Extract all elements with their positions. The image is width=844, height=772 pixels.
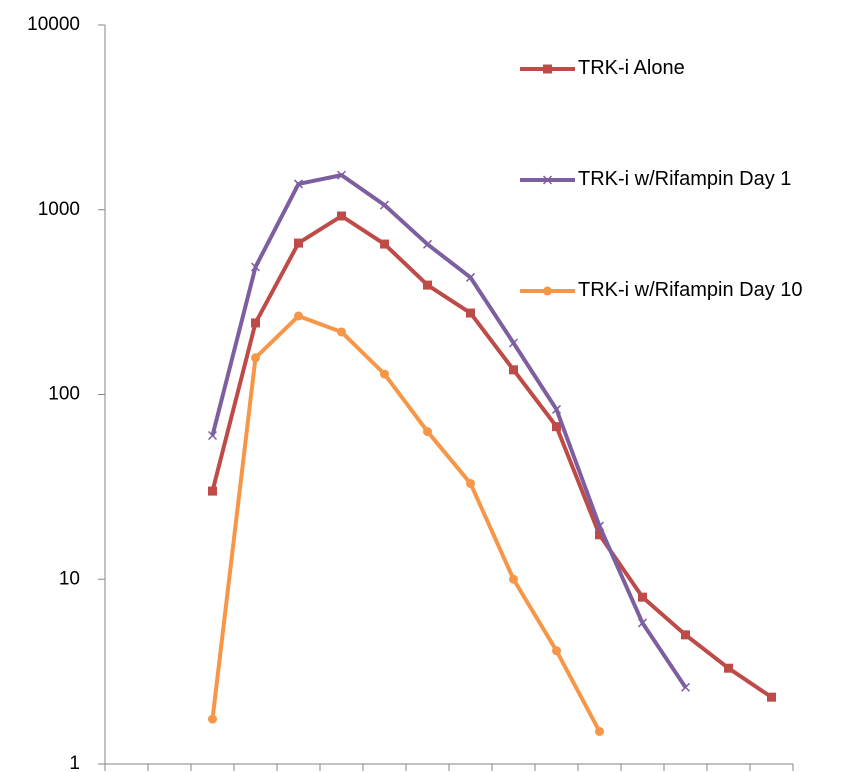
y-tick-label: 10000	[27, 14, 80, 35]
marker	[251, 318, 260, 328]
marker	[595, 726, 604, 736]
y-tick-label: 1000	[38, 199, 80, 220]
marker	[423, 280, 432, 290]
marker	[251, 353, 260, 363]
legend-label: TRK-i w/Rifampin Day 1	[578, 168, 792, 190]
marker	[337, 211, 346, 221]
marker	[638, 592, 647, 602]
marker	[542, 175, 553, 185]
marker	[552, 646, 561, 656]
marker	[543, 64, 552, 74]
marker	[465, 272, 476, 282]
marker	[551, 404, 562, 414]
y-tick-label: 10	[59, 568, 80, 589]
legend-label: TRK-i w/Rifampin Day 10	[578, 279, 803, 301]
marker	[724, 663, 733, 673]
legend-label: TRK-i Alone	[578, 57, 685, 79]
marker	[208, 486, 217, 496]
marker	[380, 239, 389, 249]
marker	[422, 239, 433, 249]
marker	[594, 521, 605, 531]
marker	[380, 369, 389, 379]
marker	[379, 200, 390, 210]
y-tick-label: 100	[48, 384, 80, 405]
series-line	[210, 173, 688, 689]
marker	[293, 179, 304, 189]
marker	[681, 630, 690, 640]
marker	[680, 682, 691, 692]
marker	[423, 427, 432, 437]
marker	[207, 430, 218, 441]
marker	[509, 574, 518, 584]
y-tick-label: 1	[69, 753, 80, 772]
series-line	[210, 214, 773, 699]
marker	[294, 238, 303, 248]
marker	[552, 422, 561, 432]
marker	[543, 286, 552, 296]
series-line	[210, 314, 602, 733]
marker	[509, 365, 518, 375]
marker	[337, 327, 346, 337]
marker	[208, 714, 217, 724]
marker	[294, 311, 303, 321]
marker	[595, 530, 604, 540]
marker	[336, 170, 347, 180]
marker	[250, 262, 261, 272]
marker	[466, 308, 475, 318]
marker	[508, 338, 519, 348]
marker	[466, 478, 475, 488]
marker	[637, 618, 648, 628]
marker	[767, 692, 776, 702]
